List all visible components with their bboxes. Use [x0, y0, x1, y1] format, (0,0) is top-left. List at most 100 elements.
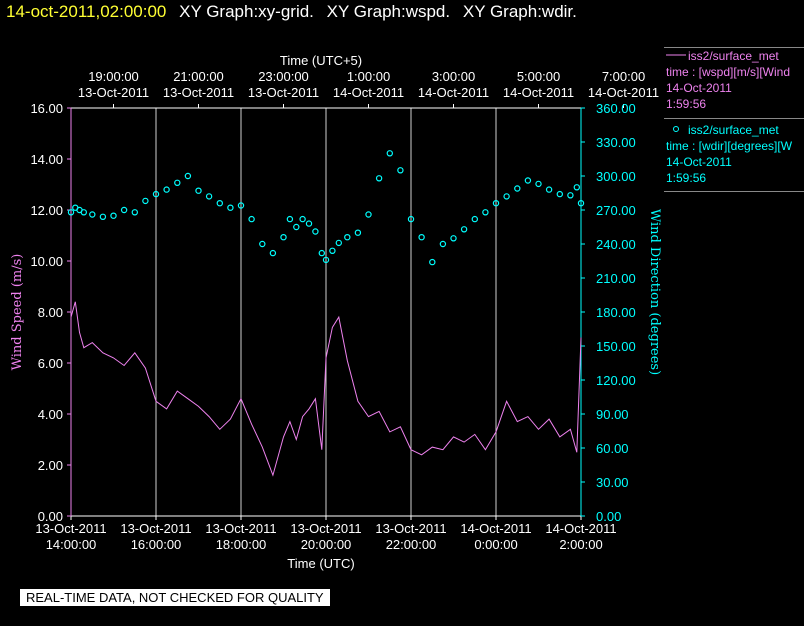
legend-divider [664, 191, 804, 192]
x-top-tick-label-time: 21:00:00 [173, 69, 224, 84]
x-tick-label-date: 13-Oct-2011 [375, 521, 446, 536]
data-point-wdir [460, 226, 468, 233]
data-point-wdir [299, 215, 306, 223]
data-point-wdir [344, 233, 351, 241]
y-left-tick-label: 2.00 [38, 458, 63, 473]
data-point-wdir [120, 206, 128, 214]
x-tick-label-date: 14-Oct-2011 [545, 521, 616, 536]
data-point-wdir [492, 199, 500, 207]
data-point-wdir [429, 258, 436, 266]
data-point-wdir [556, 190, 564, 198]
graph-name-grid: XY Graph:xy-grid. [179, 2, 314, 21]
x-tick-label-time: 14:00:00 [46, 537, 97, 552]
data-point-wdir [110, 212, 117, 219]
data-point-wdir [397, 167, 404, 174]
legend-series: iss2/surface_met [688, 123, 779, 137]
data-point-wdir [439, 240, 447, 248]
data-point-wdir [216, 199, 223, 207]
data-point-wdir [354, 229, 362, 236]
x-tick-label-time: 16:00:00 [131, 537, 182, 552]
legend-series: iss2/surface_met [688, 49, 779, 63]
data-point-wdir [286, 215, 294, 223]
y-right-tick-label: 360.00 [596, 101, 636, 116]
data-point-wdir [450, 235, 457, 242]
x-top-axis-label: Time (UTC+5) [280, 53, 362, 68]
data-point-wdir [322, 256, 330, 264]
data-point-wdir [514, 185, 521, 192]
data-point-wdir [174, 179, 181, 186]
data-point-wdir [237, 202, 245, 209]
x-top-tick-label-time: 3:00:00 [432, 69, 475, 84]
line-swatch-icon [666, 54, 686, 56]
y-right-tick-label: 240.00 [596, 237, 636, 252]
y-right-tick-label: 90.00 [596, 407, 629, 422]
data-point-wdir [545, 186, 553, 193]
legend-divider [664, 47, 804, 48]
y-right-tick-label: 0.00 [596, 509, 621, 524]
data-point-wdir [482, 209, 489, 216]
x-tick-label-date: 13-Oct-2011 [120, 521, 191, 536]
y-right-tick-label: 270.00 [596, 203, 636, 218]
data-point-wdir [99, 213, 107, 220]
y-right-tick-label: 120.00 [596, 373, 636, 388]
x-top-tick-label-time: 19:00:00 [88, 69, 139, 84]
x-tick-label-time: 20:00:00 [301, 537, 352, 552]
graph-name-wdir: XY Graph:wdir. [462, 2, 577, 21]
data-point-wdir [269, 249, 277, 257]
x-tick-label-time: 0:00:00 [474, 537, 517, 552]
y-right-tick-label: 30.00 [596, 475, 629, 490]
y-left-tick-label: 16.00 [30, 101, 63, 116]
y-right-axis-label: Wind Direction (degrees) [647, 209, 662, 375]
data-point-wdir [259, 240, 266, 248]
y-right-tick-label: 150.00 [596, 339, 636, 354]
data-point-wdir [312, 228, 319, 235]
legend-divider [664, 118, 804, 119]
x-tick-label-time: 2:00:00 [559, 537, 602, 552]
legend-entry-wdir[interactable]: iss2/surface_met time : [wdir][degrees][… [666, 122, 804, 186]
legend-date: 14-Oct-2011 [666, 81, 732, 95]
data-point-wdir [80, 209, 88, 216]
x-top-tick-label-date: 14-Oct-2011 [333, 85, 404, 100]
x-top-tick-label-time: 5:00:00 [517, 69, 560, 84]
graph-name-wspd: XY Graph:wspd. [326, 2, 451, 21]
circle-marker-icon [673, 126, 679, 132]
x-tick-label-date: 13-Oct-2011 [205, 521, 276, 536]
y-left-axis-label: Wind Speed (m/s) [10, 254, 25, 371]
y-left-tick-label: 6.00 [38, 356, 63, 371]
data-point-wdir [227, 204, 234, 211]
data-point-wdir [280, 233, 287, 241]
data-point-wdir [335, 239, 342, 247]
data-point-wdir [152, 190, 160, 198]
data-point-wdir [535, 180, 542, 188]
data-point-wdir [318, 249, 325, 257]
data-point-wdir [293, 223, 300, 231]
data-point-wdir [365, 211, 372, 218]
legend-entry-wspd[interactable]: iss2/surface_met time : [wspd][m/s][Wind… [666, 48, 804, 112]
data-point-wdir [205, 193, 213, 200]
chart-title: 14-oct-2011,02:00:00 XY Graph:xy-grid. X… [6, 2, 577, 22]
data-point-wdir [142, 197, 149, 205]
x-top-tick-label-date: 13-Oct-2011 [163, 85, 234, 100]
data-point-wdir [471, 215, 478, 223]
x-tick-label-time: 18:00:00 [216, 537, 267, 552]
timestamp: 14-oct-2011,02:00:00 [6, 2, 167, 21]
data-point-wdir [184, 172, 192, 180]
data-point-wdir [305, 220, 313, 227]
data-point-wdir [248, 215, 255, 223]
y-right-tick-label: 330.00 [596, 135, 636, 150]
y-right-tick-label: 180.00 [596, 305, 636, 320]
legend-variable: time : [wspd][m/s][Wind [666, 65, 791, 79]
quality-notice: REAL-TIME DATA, NOT CHECKED FOR QUALITY [20, 589, 330, 606]
data-point-wdir [195, 187, 202, 194]
x-top-tick-label-time: 7:00:00 [602, 69, 645, 84]
y-right-tick-label: 300.00 [596, 169, 636, 184]
x-top-tick-label-date: 14-Oct-2011 [503, 85, 574, 100]
data-point-wdir [573, 184, 581, 191]
x-tick-label-date: 13-Oct-2011 [290, 521, 361, 536]
y-left-tick-label: 0.00 [38, 509, 63, 524]
x-tick-label-date: 14-Oct-2011 [460, 521, 531, 536]
legend-time: 1:59:56 [666, 97, 707, 111]
y-right-tick-label: 60.00 [596, 441, 629, 456]
y-left-tick-label: 12.00 [30, 203, 63, 218]
y-right-tick-label: 210.00 [596, 271, 636, 286]
